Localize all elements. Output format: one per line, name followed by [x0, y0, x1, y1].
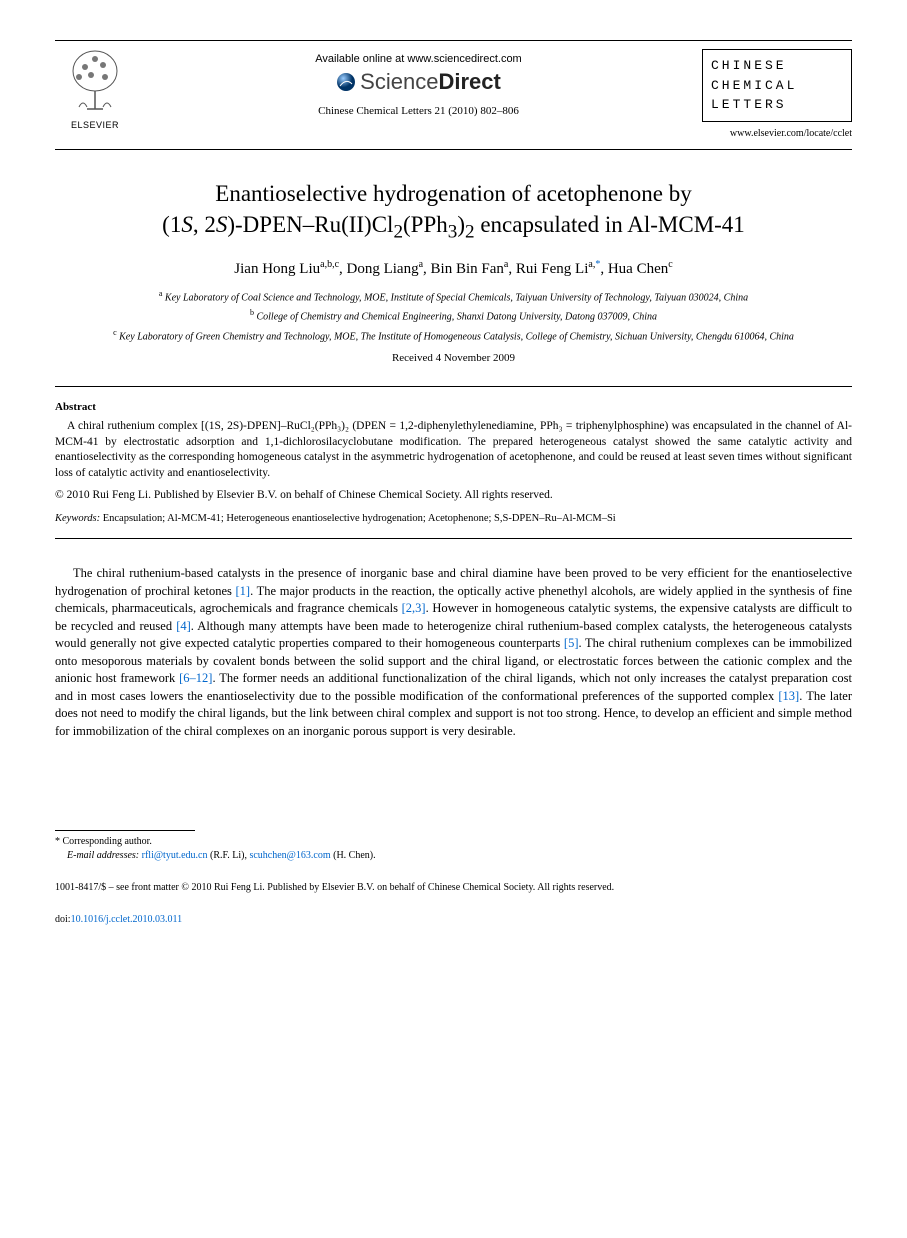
divider-top — [55, 386, 852, 387]
email-label: E-mail addresses: — [67, 850, 139, 861]
keywords-text: Encapsulation; Al-MCM-41; Heterogeneous … — [100, 513, 616, 524]
doi-link[interactable]: 10.1016/j.cclet.2010.03.011 — [71, 914, 183, 925]
article-title: Enantioselective hydrogenation of acetop… — [65, 178, 842, 246]
journal-header: ELSEVIER Available online at www.science… — [55, 40, 852, 150]
footnote-separator — [55, 830, 195, 831]
email-1[interactable]: rfli@tyut.edu.cn — [142, 850, 208, 861]
sciencedirect-text: ScienceDirect — [360, 69, 501, 95]
abstract-copyright: © 2010 Rui Feng Li. Published by Elsevie… — [55, 489, 852, 501]
sciencedirect-icon — [336, 72, 356, 92]
front-matter-line: 1001-8417/$ – see front matter © 2010 Ru… — [55, 881, 852, 895]
email-line: E-mail addresses: rfli@tyut.edu.cn (R.F.… — [55, 849, 852, 863]
author-1-affil: a,b,c — [320, 259, 339, 270]
ref-2-3[interactable]: [2,3] — [402, 601, 426, 615]
abstract-heading: Abstract — [55, 401, 852, 413]
authors-line: Jian Hong Liua,b,c, Dong Lianga, Bin Bin… — [55, 259, 852, 278]
intro-paragraph: The chiral ruthenium-based catalysts in … — [55, 565, 852, 740]
jbox-line3: Letters — [711, 95, 843, 115]
author-5: Hua Chen — [608, 261, 668, 277]
doi-label: doi: — [55, 914, 71, 925]
ref-1[interactable]: [1] — [236, 584, 251, 598]
author-3-affil: a — [504, 259, 508, 270]
email-1-who: (R.F. Li), — [207, 850, 249, 861]
ref-13[interactable]: [13] — [778, 689, 799, 703]
ref-6-12[interactable]: [6–12] — [179, 671, 212, 685]
jbox-line2: Chemical — [711, 76, 843, 96]
ref-4[interactable]: [4] — [176, 619, 191, 633]
corresponding-author-note: * Corresponding author. — [55, 835, 852, 849]
journal-title-block: Chinese Chemical Letters www.elsevier.co… — [702, 49, 852, 139]
journal-url[interactable]: www.elsevier.com/locate/cclet — [702, 128, 852, 139]
affiliation-c: c Key Laboratory of Green Chemistry and … — [85, 327, 822, 344]
keywords-label: Keywords: — [55, 513, 100, 524]
author-5-affil: c — [668, 259, 672, 270]
ref-5[interactable]: [5] — [564, 636, 579, 650]
article-page: ELSEVIER Available online at www.science… — [0, 0, 907, 956]
author-2: Dong Liang — [347, 261, 419, 277]
jbox-line1: Chinese — [711, 56, 843, 76]
sciencedirect-logo: ScienceDirect — [336, 69, 501, 95]
center-header: Available online at www.sciencedirect.co… — [135, 49, 702, 117]
author-1: Jian Hong Liu — [234, 261, 320, 277]
title-line1: Enantioselective hydrogenation of acetop… — [215, 181, 691, 206]
elsevier-tree-icon — [65, 49, 125, 113]
affiliation-b: b College of Chemistry and Chemical Engi… — [85, 307, 822, 324]
divider-bottom — [55, 538, 852, 539]
author-2-affil: a — [419, 259, 423, 270]
journal-title-box: Chinese Chemical Letters — [702, 49, 852, 122]
sd-bold: Direct — [438, 69, 500, 94]
author-4-affil: a,* — [588, 259, 600, 270]
corresponding-star-icon: * — [595, 259, 600, 270]
author-4: Rui Feng Li — [516, 261, 589, 277]
abstract-body: A chiral ruthenium complex [(1S, 2S)-DPE… — [55, 419, 852, 481]
elsevier-logo-block: ELSEVIER — [55, 49, 135, 130]
sd-light: Science — [360, 69, 438, 94]
elsevier-label: ELSEVIER — [55, 120, 135, 130]
keywords-line: Keywords: Encapsulation; Al-MCM-41; Hete… — [55, 513, 852, 524]
author-3: Bin Bin Fan — [431, 261, 504, 277]
journal-citation: Chinese Chemical Letters 21 (2010) 802–8… — [135, 105, 702, 117]
doi-line: doi:10.1016/j.cclet.2010.03.011 — [55, 913, 852, 927]
email-2-who: (H. Chen). — [331, 850, 376, 861]
email-2[interactable]: scuhchen@163.com — [249, 850, 330, 861]
title-line2: (1S, 2S)-DPEN–Ru(II)Cl2(PPh3)2 encapsula… — [162, 212, 745, 237]
received-date: Received 4 November 2009 — [55, 352, 852, 364]
available-online-line: Available online at www.sciencedirect.co… — [135, 53, 702, 65]
affiliation-a: a Key Laboratory of Coal Science and Tec… — [85, 288, 822, 305]
